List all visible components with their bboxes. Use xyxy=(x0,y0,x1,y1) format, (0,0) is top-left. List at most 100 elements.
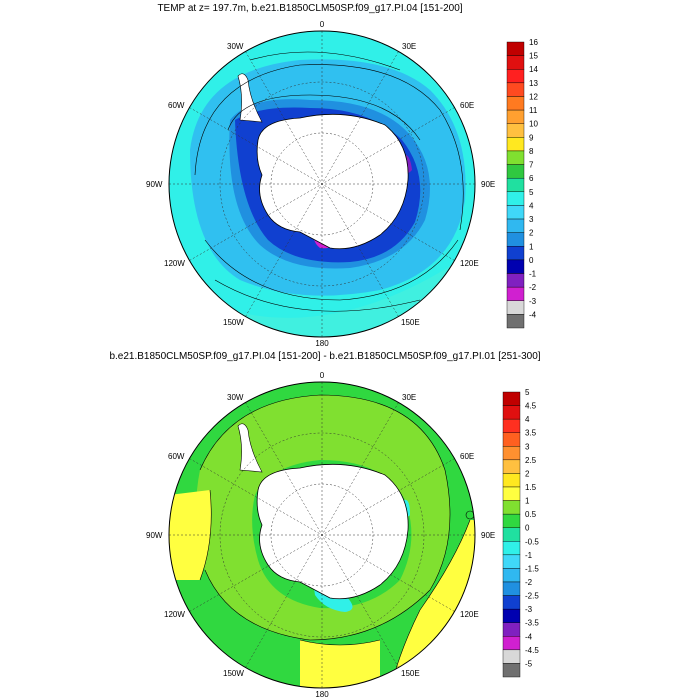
panel-2-colorbar: 5 4.5 4 3.5 3 2.5 2 1.5 1 0.5 0 -0.5 -1 -1.5 -2 -2.5 -3 -… xyxy=(502,388,539,678)
colorbar-label: -2.5 xyxy=(525,592,539,601)
colorbar-label: 12 xyxy=(529,92,538,101)
colorbar-label: 2 xyxy=(525,469,530,478)
colorbar-swatch xyxy=(502,391,521,406)
colorbar-label: -1 xyxy=(529,270,537,279)
colorbar-swatch xyxy=(502,554,521,569)
colorbar-swatch xyxy=(506,109,525,124)
colorbar-label: 0 xyxy=(525,524,530,533)
colorbar-swatch xyxy=(502,500,521,515)
colorbar-swatch xyxy=(506,259,525,274)
colorbar-swatch xyxy=(506,300,525,315)
lon-label: 90W xyxy=(146,180,163,189)
colorbar-swatch xyxy=(502,541,521,556)
colorbar-swatch xyxy=(506,69,525,84)
panel-2-lon-labels: 0 30E 60E 90E 120E 150E 180 150W 120W 90… xyxy=(146,371,495,699)
lon-label: 0 xyxy=(320,20,325,29)
colorbar-label: -2 xyxy=(529,283,537,292)
colorbar-swatch xyxy=(506,55,525,70)
lon-label: 150W xyxy=(223,669,244,678)
colorbar-swatch xyxy=(506,232,525,247)
panel-1-map xyxy=(168,30,476,338)
lon-label: 120W xyxy=(164,610,185,619)
lon-label: 90E xyxy=(481,531,495,540)
lon-label: 30E xyxy=(402,393,416,402)
lon-label: 120W xyxy=(164,259,185,268)
lon-label: 120E xyxy=(460,610,479,619)
panel-2-title: b.e21.B1850CLM50SP.f09_g17.PI.04 [151-20… xyxy=(109,351,541,362)
lon-label: 180 xyxy=(315,339,329,348)
colorbar-swatch xyxy=(502,636,521,651)
lon-label: 150E xyxy=(401,669,420,678)
lon-label: 30E xyxy=(402,42,416,51)
colorbar-swatch xyxy=(506,218,525,233)
colorbar-label: 6 xyxy=(529,174,534,183)
colorbar-swatch xyxy=(506,96,525,111)
colorbar-swatch xyxy=(506,286,525,301)
colorbar-label: -1.5 xyxy=(525,564,539,573)
lon-label: 150E xyxy=(401,318,420,327)
colorbar-swatch xyxy=(502,527,521,542)
colorbar-label: -3.5 xyxy=(525,619,539,628)
lon-label: 60W xyxy=(168,101,185,110)
colorbar-swatch xyxy=(506,314,525,329)
colorbar-swatch xyxy=(506,123,525,138)
colorbar-swatch xyxy=(506,273,525,288)
colorbar-swatch xyxy=(506,150,525,165)
colorbar-swatch xyxy=(506,177,525,193)
colorbar-swatch xyxy=(502,581,521,596)
colorbar-label: 0.5 xyxy=(525,510,537,519)
colorbar-label: 2 xyxy=(529,229,534,238)
colorbar-label: -4 xyxy=(529,310,537,319)
colorbar-label: -4 xyxy=(525,632,533,641)
colorbar-swatch xyxy=(506,246,525,261)
colorbar-swatch xyxy=(502,432,521,447)
colorbar-swatch xyxy=(502,595,521,610)
colorbar-label: 2.5 xyxy=(525,456,537,465)
colorbar-swatch xyxy=(506,191,525,206)
lon-label: 30W xyxy=(227,393,244,402)
colorbar-swatch xyxy=(506,137,525,152)
colorbar-label: -3 xyxy=(529,297,537,306)
colorbar-label: 14 xyxy=(529,65,538,74)
colorbar-swatch xyxy=(506,82,525,97)
colorbar-label: 4.5 xyxy=(525,402,537,411)
panel-2-map xyxy=(168,381,476,689)
colorbar-label: 5 xyxy=(529,188,534,197)
colorbar-swatch xyxy=(502,513,521,528)
colorbar-swatch xyxy=(506,41,525,56)
colorbar-label: 3 xyxy=(529,215,534,224)
colorbar-label: 4 xyxy=(525,415,530,424)
colorbar-label: -2 xyxy=(525,578,533,587)
colorbar-swatch xyxy=(502,568,521,583)
lon-label: 60E xyxy=(460,452,474,461)
lon-label: 180 xyxy=(315,690,329,699)
colorbar-swatch xyxy=(502,486,521,501)
colorbar-swatch xyxy=(502,418,521,433)
colorbar-label: 13 xyxy=(529,79,538,88)
colorbar-label: 15 xyxy=(529,52,538,61)
colorbar-swatch xyxy=(502,649,521,664)
colorbar-label: 8 xyxy=(529,147,534,156)
colorbar-label: -1 xyxy=(525,551,533,560)
colorbar-label: 7 xyxy=(529,161,534,170)
colorbar-swatch xyxy=(502,608,521,623)
colorbar-label: 10 xyxy=(529,120,538,129)
panel-1-lon-labels: 0 30E 60E 90E 120E 150E 180 150W 120W 90… xyxy=(146,20,495,348)
colorbar-label: 16 xyxy=(529,38,538,47)
colorbar-label: 1 xyxy=(529,242,534,251)
colorbar-label: 3.5 xyxy=(525,429,537,438)
colorbar-swatch xyxy=(502,473,521,488)
lon-label: 60E xyxy=(460,101,474,110)
lon-label: 150W xyxy=(223,318,244,327)
lon-label: 60W xyxy=(168,452,185,461)
colorbar-swatch xyxy=(502,622,521,637)
lon-label: 0 xyxy=(320,371,325,380)
colorbar-swatch xyxy=(502,405,521,420)
colorbar-label: -3 xyxy=(525,605,533,614)
panel-1-title: TEMP at z= 197.7m, b.e21.B1850CLM50SP.f0… xyxy=(157,3,463,14)
lon-label: 30W xyxy=(227,42,244,51)
colorbar-label: -5 xyxy=(525,659,533,668)
lon-label: 120E xyxy=(460,259,479,268)
colorbar-label: -4.5 xyxy=(525,646,539,655)
